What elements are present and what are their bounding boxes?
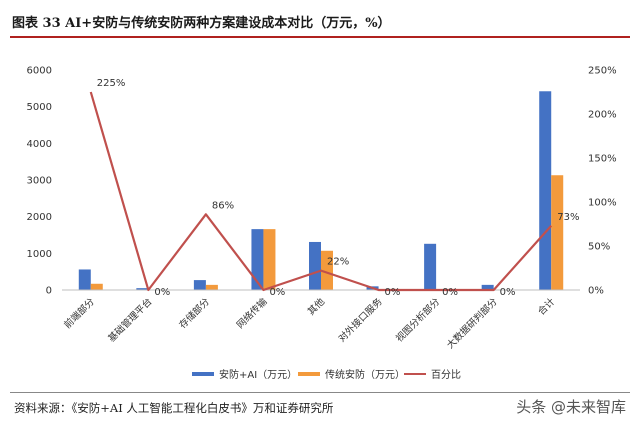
y-left-tick-label: 1000 (27, 249, 52, 260)
legend-item-percent: 百分比 (404, 366, 461, 381)
percent-line (89, 91, 553, 292)
percent-data-label: 22% (327, 257, 349, 268)
bar-ai (136, 288, 149, 290)
x-category-label: 视图分析部分 (393, 295, 442, 344)
y-right-tick-label: 0% (588, 286, 604, 297)
y-left-tick-label: 0 (46, 286, 52, 297)
cost-comparison-chart: 0 1000 2000 3000 4000 5000 6000 0% 50% 100% 150% 20… (27, 66, 617, 352)
legend-label-percent: 百分比 (431, 370, 461, 381)
y-left-tick-label: 2000 (27, 212, 52, 223)
bar-ai (193, 280, 206, 290)
bar-ai (78, 269, 91, 290)
figure-title: 图表 33 AI+安防与传统安防两种方案建设成本对比（万元，%） (12, 16, 391, 31)
bar-ai (424, 243, 437, 290)
legend-item-traditional: 传统安防（万元） (298, 366, 405, 381)
y-left-tick-label: 5000 (27, 102, 52, 113)
percent-data-label: 73% (557, 212, 579, 223)
percent-data-label: 0% (154, 287, 170, 298)
x-category-label: 合计 (535, 295, 557, 317)
y-right-tick-label: 150% (588, 154, 617, 165)
x-category-label: 大数据研判部分 (444, 295, 500, 351)
bar-ai (481, 284, 494, 290)
legend-swatch-traditional (298, 371, 320, 376)
percent-data-label: 86% (212, 200, 234, 211)
legend-swatch-percent (404, 372, 426, 375)
x-category-label: 其他 (305, 295, 327, 317)
legend-label-ai: 安防+AI（万元） (219, 370, 298, 381)
legend-swatch-ai (192, 371, 214, 376)
bar-ai (309, 241, 321, 290)
x-category-label: 存储部分 (177, 295, 213, 331)
x-category-label: 网络传输 (234, 295, 270, 331)
bar-traditional (263, 229, 276, 290)
legend-label-traditional: 传统安防（万元） (325, 370, 405, 381)
percent-data-label: 0% (269, 287, 285, 298)
percent-data-label: 0% (385, 287, 401, 298)
y-left-tick-label: 4000 (27, 139, 52, 150)
y-left-tick-label: 6000 (27, 66, 52, 77)
bar-ai (539, 91, 552, 291)
percent-data-label: 0% (500, 287, 516, 298)
footer-rule (10, 392, 630, 393)
title-rule (10, 36, 630, 38)
percent-data-label: 225% (97, 78, 126, 89)
percent-data-label: 0% (442, 287, 458, 298)
y-right-tick-label: 250% (588, 66, 617, 77)
bar-ai (251, 229, 264, 290)
y-right-tick-label: 50% (588, 242, 610, 253)
bar-traditional (90, 283, 103, 290)
bar-traditional (321, 250, 333, 290)
watermark: 头条 @未来智库 (516, 398, 626, 416)
y-right-tick-label: 100% (588, 198, 617, 209)
y-left-tick-label: 3000 (27, 176, 52, 187)
y-right-tick-label: 200% (588, 110, 617, 121)
legend-item-ai: 安防+AI（万元） (192, 366, 297, 381)
x-category-label: 基础管理平台 (106, 296, 155, 345)
bar-traditional (551, 175, 564, 290)
source-note: 资料来源：《安防+AI 人工智能工程化白皮书》万和证券研究所 (14, 401, 334, 415)
x-category-label: 对外接口服务 (336, 295, 385, 344)
x-category-label: 前端部分 (62, 295, 98, 331)
bar-traditional (205, 284, 218, 290)
